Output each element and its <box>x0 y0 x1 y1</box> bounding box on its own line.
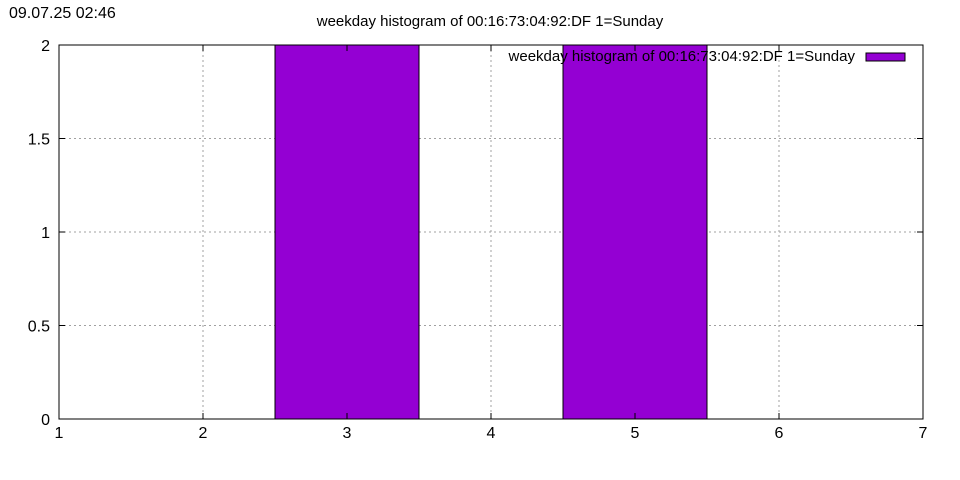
legend-label: weekday histogram of 00:16:73:04:92:DF 1… <box>508 48 856 65</box>
y-tick-label: 0.5 <box>28 319 50 336</box>
x-tick-label: 1 <box>55 425 64 442</box>
x-tick-label: 5 <box>631 425 640 442</box>
histogram-bar <box>274 44 420 420</box>
chart-title: weekday histogram of 00:16:73:04:92:DF 1… <box>316 13 664 30</box>
legend-swatch <box>865 52 906 62</box>
x-tick-label: 6 <box>775 425 784 442</box>
x-tick-label: 3 <box>343 425 352 442</box>
y-tick-label: 0 <box>41 412 50 429</box>
histogram-bar <box>562 44 708 420</box>
y-tick-label: 2 <box>41 38 50 55</box>
legend: weekday histogram of 00:16:73:04:92:DF 1… <box>508 48 906 65</box>
timestamp: 09.07.25 02:46 <box>9 5 116 22</box>
x-tick-label: 4 <box>487 425 496 442</box>
x-tick-label: 7 <box>919 425 928 442</box>
grid <box>59 45 923 419</box>
y-tick-label: 1.5 <box>28 132 50 149</box>
y-tick-label: 1 <box>41 225 50 242</box>
x-tick-label: 2 <box>199 425 208 442</box>
axes: 1 2 3 4 5 6 7 0 0.5 1 1.5 2 <box>28 38 928 442</box>
bars <box>274 44 708 420</box>
